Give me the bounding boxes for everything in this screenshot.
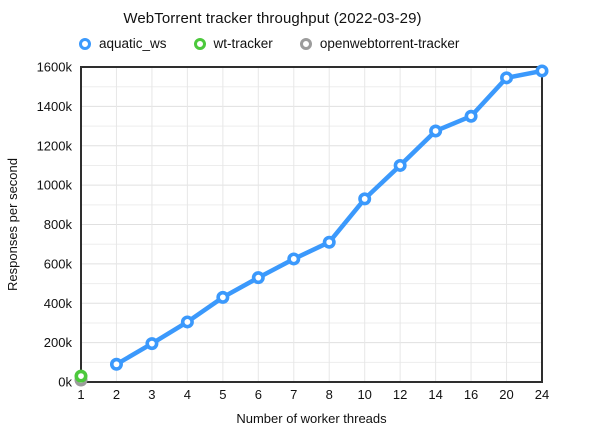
y-tick-label: 600k — [44, 256, 73, 271]
y-tick-label: 1600k — [37, 60, 73, 75]
data-point-aquatic_ws-12 — [393, 158, 407, 172]
data-point-aquatic_ws-3 — [145, 337, 159, 351]
plot-frame — [80, 66, 543, 383]
legend-label: wt-tracker — [213, 36, 273, 51]
legend-item-wt-tracker[interactable]: wt-tracker — [193, 36, 273, 51]
x-tick-label: 8 — [326, 387, 333, 402]
data-point-aquatic_ws-6 — [251, 271, 265, 285]
y-tick-label: 1400k — [37, 99, 73, 114]
data-point-aquatic_ws-20 — [500, 71, 514, 85]
x-tick-label: 3 — [148, 387, 155, 402]
chart-title: WebTorrent tracker throughput (2022-03-2… — [123, 10, 422, 27]
data-point-aquatic_ws-5 — [216, 290, 230, 304]
wt-tracker-marker-icon — [193, 37, 206, 50]
aquatic-ws-marker-icon — [79, 37, 91, 50]
x-tick-label: 14 — [428, 387, 442, 402]
data-point-aquatic_ws-16 — [464, 109, 478, 123]
data-point-aquatic_ws-24 — [535, 64, 549, 78]
data-point-wt-tracker-1 — [74, 369, 88, 383]
x-tick-label: 1 — [77, 387, 84, 402]
legend-label: openwebtorrent-tracker — [319, 36, 460, 51]
y-tick-label: 1200k — [37, 138, 73, 153]
data-point-aquatic_ws-4 — [180, 315, 194, 329]
x-tick-label: 12 — [393, 387, 407, 402]
x-tick-label: 20 — [499, 387, 513, 402]
y-tick-label: 200k — [44, 335, 73, 350]
data-point-aquatic_ws-2 — [109, 357, 123, 371]
y-axis-title: Responses per second — [5, 158, 20, 291]
y-tick-label: 400k — [44, 296, 73, 311]
x-tick-label: 7 — [290, 387, 297, 402]
x-tick-label: 24 — [535, 387, 549, 402]
legend: aquatic_ws wt-tracker openwebtorrent-tra… — [79, 36, 459, 51]
x-tick-label: 16 — [464, 387, 478, 402]
data-point-aquatic_ws-14 — [429, 124, 443, 138]
legend-item-openwebtorrent-tracker[interactable]: openwebtorrent-tracker — [299, 36, 460, 51]
x-axis-title: Number of worker threads — [236, 411, 387, 426]
y-tick-label: 0k — [58, 375, 72, 390]
x-tick-label: 5 — [219, 387, 226, 402]
legend-label: aquatic_ws — [99, 36, 167, 51]
y-tick-label: 1000k — [37, 178, 73, 193]
openwebtorrent-tracker-marker-icon — [299, 37, 312, 50]
y-tick-label: 800k — [44, 217, 73, 232]
x-tick-label: 4 — [184, 387, 191, 402]
x-tick-label: 10 — [357, 387, 371, 402]
x-tick-label: 6 — [255, 387, 262, 402]
legend-item-aquatic-ws[interactable]: aquatic_ws — [79, 36, 167, 51]
data-point-aquatic_ws-10 — [358, 192, 372, 206]
data-point-aquatic_ws-8 — [322, 235, 336, 249]
x-tick-label: 2 — [113, 387, 120, 402]
data-point-aquatic_ws-7 — [287, 252, 301, 266]
